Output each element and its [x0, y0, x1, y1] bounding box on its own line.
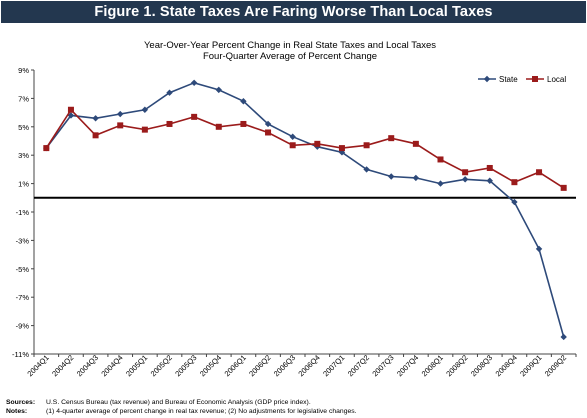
x-tick-label: 2005Q2 — [149, 353, 174, 378]
x-tick-label: 2007Q1 — [321, 353, 346, 378]
local-data-point — [166, 120, 173, 127]
x-tick-label: 2006Q2 — [247, 353, 272, 378]
state-data-point — [289, 133, 296, 140]
plot-area: -11%-9%-7%-5%-3%-1%1%3%5%7%9%2004Q1 2004Q… — [12, 66, 577, 378]
state-series-line — [45, 81, 565, 338]
y-tick-label: 3% — [18, 151, 29, 160]
local-data-point — [560, 184, 567, 191]
local-data-point — [536, 169, 543, 176]
local-data-point — [215, 123, 222, 130]
state-data-point — [240, 98, 247, 105]
x-tick-label: 2006Q4 — [296, 353, 321, 378]
state-data-point — [511, 198, 518, 206]
x-tick-label: 2004Q3 — [75, 353, 100, 378]
x-tick-label: 2004Q1 — [25, 353, 50, 378]
state-data-point — [363, 166, 370, 173]
local-data-point — [191, 113, 198, 120]
figure-title: Figure 1. State Taxes Are Faring Worse T… — [1, 1, 586, 23]
y-tick-label: 9% — [18, 66, 29, 75]
local-data-point — [117, 122, 124, 129]
y-tick-label: 5% — [18, 123, 29, 132]
state-legend-marker — [483, 75, 491, 83]
x-tick-label: 2005Q4 — [198, 353, 223, 378]
local-data-point — [388, 135, 395, 142]
x-tick-label: 2007Q3 — [370, 353, 395, 378]
local-data-point — [92, 132, 99, 139]
notes-label: Notes: — [6, 408, 28, 415]
local-data-point — [240, 120, 247, 127]
state-data-point — [190, 79, 198, 86]
x-tick-label: 2005Q3 — [173, 353, 198, 378]
state-data-point — [560, 333, 567, 341]
sources-text: U.S. Census Bureau (tax revenue) and Bur… — [46, 399, 311, 406]
x-tick-label: 2004Q2 — [50, 353, 75, 378]
state-data-point — [264, 120, 272, 128]
chart-title: Year-Over-Year Percent Change in Real St… — [144, 40, 436, 51]
y-tick-label: -1% — [16, 208, 30, 217]
state-data-point — [461, 176, 469, 183]
chart-subtitle: Four-Quarter Average of Percent Change — [203, 51, 377, 62]
state-data-point — [67, 112, 75, 119]
y-tick-label: 7% — [18, 94, 29, 103]
x-tick-label: 2008Q1 — [420, 353, 445, 378]
x-tick-label: 2009Q2 — [543, 353, 568, 378]
notes-text: (1) 4-quarter average of percent change … — [46, 408, 357, 415]
y-tick-label: -5% — [16, 265, 30, 274]
y-tick-label: -11% — [12, 350, 29, 359]
local-legend-marker — [532, 76, 538, 82]
state-legend-label: State — [499, 75, 518, 84]
state-data-point — [215, 86, 222, 94]
local-data-point — [141, 126, 148, 133]
state-data-point — [388, 173, 395, 180]
state-data-point — [141, 106, 149, 113]
local-data-point — [314, 140, 321, 147]
x-tick-label: 2006Q1 — [223, 353, 248, 378]
local-data-point — [43, 145, 50, 152]
local-data-point — [462, 169, 469, 176]
local-data-point — [363, 142, 370, 149]
state-data-point — [412, 174, 420, 182]
y-tick-label: -7% — [16, 293, 30, 302]
state-data-point — [92, 115, 99, 122]
legend: State Local — [478, 75, 566, 84]
local-data-point — [338, 145, 345, 152]
x-tick-label: 2007Q4 — [395, 353, 420, 378]
x-tick-label: 2007Q2 — [346, 353, 371, 378]
local-data-point — [67, 106, 74, 113]
state-data-point — [535, 245, 543, 253]
sources-label: Sources: — [6, 399, 36, 406]
local-data-point — [511, 179, 518, 186]
state-data-point — [117, 110, 124, 118]
state-data-point — [486, 177, 493, 184]
x-tick-label: 2008Q2 — [444, 353, 469, 378]
y-tick-label: -9% — [16, 322, 30, 331]
x-tick-label: 2009Q1 — [518, 353, 543, 378]
local-data-point — [265, 129, 272, 136]
local-data-point — [412, 140, 419, 147]
state-data-point — [437, 180, 444, 187]
x-tick-label: 2005Q1 — [124, 353, 149, 378]
x-tick-label: 2008Q4 — [494, 353, 519, 378]
y-tick-label: -3% — [16, 236, 30, 245]
local-data-point — [289, 142, 296, 149]
local-legend-label: Local — [547, 75, 566, 84]
local-data-point — [437, 156, 444, 163]
chart-notes: Sources: U.S. Census Bureau (tax revenue)… — [6, 398, 357, 416]
local-data-point — [486, 164, 493, 171]
x-tick-label: 2008Q3 — [469, 353, 494, 378]
state-data-point — [166, 89, 173, 96]
local-series-line — [45, 108, 565, 189]
x-tick-label: 2006Q3 — [272, 353, 297, 378]
x-tick-label: 2004Q4 — [99, 353, 124, 378]
y-tick-label: 1% — [18, 180, 29, 189]
